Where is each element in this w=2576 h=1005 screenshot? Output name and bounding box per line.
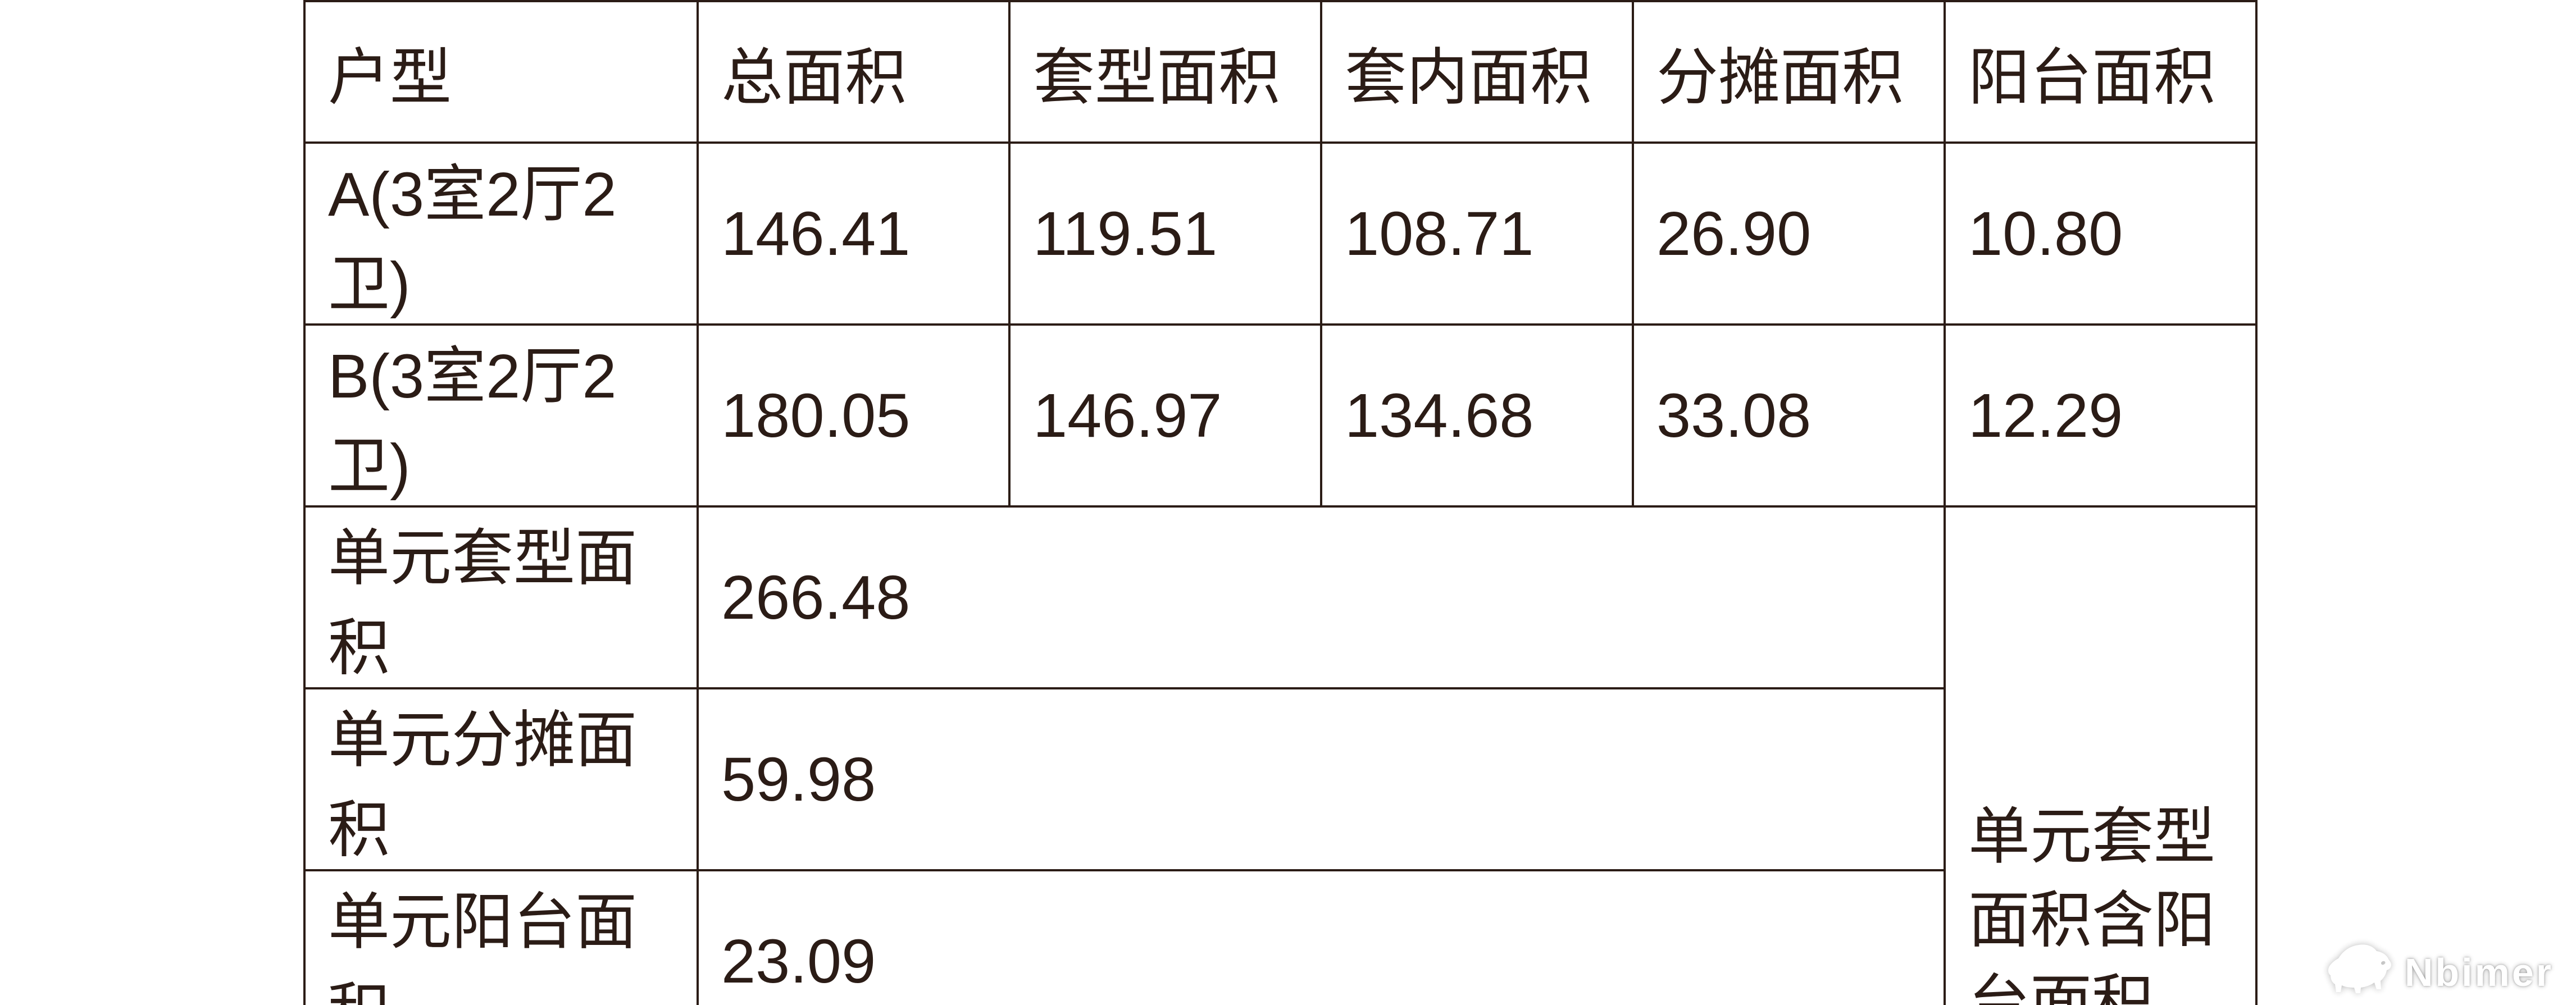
cell-balcony: 10.80 (1945, 143, 2256, 325)
cell-suite: 146.97 (1009, 325, 1321, 506)
summary-value: 59.98 (698, 688, 1945, 870)
cell-inner: 108.71 (1321, 143, 1633, 325)
col-total: 总面积 (698, 1, 1009, 143)
col-shared: 分摊面积 (1633, 1, 1945, 143)
summary-value: 266.48 (698, 506, 1945, 688)
summary-row: 单元套型面积 266.48 单元套型面积含阳台面积 (304, 506, 2256, 688)
cell-type: A(3室2厅2卫) (304, 143, 698, 325)
cell-total: 180.05 (698, 325, 1009, 506)
summary-label: 单元阳台面积 (304, 870, 698, 1005)
cell-shared: 26.90 (1633, 143, 1945, 325)
area-table: 户型 总面积 套型面积 套内面积 分摊面积 阳台面积 A(3室2厅2卫) 146… (303, 0, 2258, 1005)
cell-shared: 33.08 (1633, 325, 1945, 506)
cell-balcony: 12.29 (1945, 325, 2256, 506)
col-type: 户型 (304, 1, 698, 143)
summary-value: 23.09 (698, 870, 1945, 1005)
table-row: A(3室2厅2卫) 146.41 119.51 108.71 26.90 10.… (304, 143, 2256, 325)
summary-label: 单元分摊面积 (304, 688, 698, 870)
col-balcony: 阳台面积 (1945, 1, 2256, 143)
table-header-row: 户型 总面积 套型面积 套内面积 分摊面积 阳台面积 (304, 1, 2256, 143)
summary-label: 单元套型面积 (304, 506, 698, 688)
cell-inner: 134.68 (1321, 325, 1633, 506)
cell-total: 146.41 (698, 143, 1009, 325)
cell-suite: 119.51 (1009, 143, 1321, 325)
summary-note: 单元套型面积含阳台面积 (1945, 506, 2256, 1005)
col-inner: 套内面积 (1321, 1, 1633, 143)
cell-type: B(3室2厅2卫) (304, 325, 698, 506)
table-row: B(3室2厅2卫) 180.05 146.97 134.68 33.08 12.… (304, 325, 2256, 506)
col-suite: 套型面积 (1009, 1, 1321, 143)
